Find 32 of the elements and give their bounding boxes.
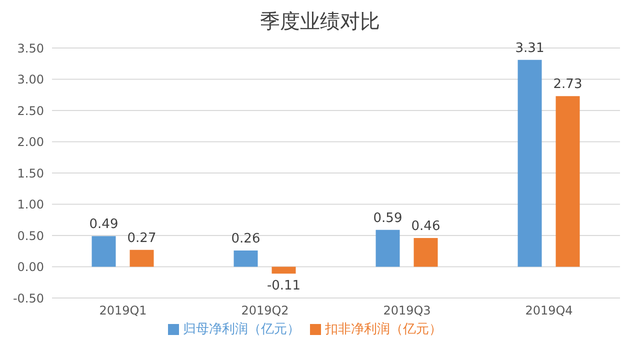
bar bbox=[556, 96, 580, 267]
x-tick-label: 2019Q1 bbox=[99, 304, 147, 318]
x-tick-label: 2019Q2 bbox=[241, 304, 289, 318]
bar bbox=[234, 250, 258, 267]
y-tick-label: 0.50 bbox=[17, 228, 44, 243]
y-tick-label: 0.00 bbox=[17, 260, 44, 274]
bar bbox=[272, 266, 296, 274]
x-tick-label: 2019Q4 bbox=[525, 304, 573, 318]
bar bbox=[414, 238, 438, 267]
legend-label: 扣非净利润（亿元） bbox=[325, 322, 442, 337]
x-tick-label: 2019Q3 bbox=[383, 304, 431, 318]
data-label: 0.27 bbox=[127, 230, 156, 246]
y-tick-label: 1.00 bbox=[17, 198, 44, 212]
data-label: -0.11 bbox=[266, 278, 301, 294]
y-tick-label: 2.50 bbox=[17, 104, 44, 118]
data-label: 0.49 bbox=[89, 217, 118, 232]
y-tick-label: 1.50 bbox=[17, 166, 44, 180]
data-label: 3.31 bbox=[515, 40, 544, 56]
bar bbox=[376, 230, 400, 267]
data-label: 0.59 bbox=[373, 210, 402, 226]
legend-label: 归母净利润（亿元） bbox=[183, 322, 300, 337]
y-tick-label: 3.50 bbox=[17, 41, 44, 56]
data-label: 2.73 bbox=[553, 77, 582, 92]
data-label: 0.46 bbox=[411, 219, 440, 234]
y-tick-label: -0.50 bbox=[12, 291, 44, 306]
chart-title: 季度业绩对比 bbox=[259, 8, 381, 35]
data-label: 0.26 bbox=[231, 232, 260, 246]
bar bbox=[518, 60, 542, 267]
y-tick-label: 3.00 bbox=[17, 72, 44, 87]
bar bbox=[92, 236, 116, 267]
y-tick-label: 2.00 bbox=[17, 135, 44, 150]
bar bbox=[130, 250, 154, 267]
